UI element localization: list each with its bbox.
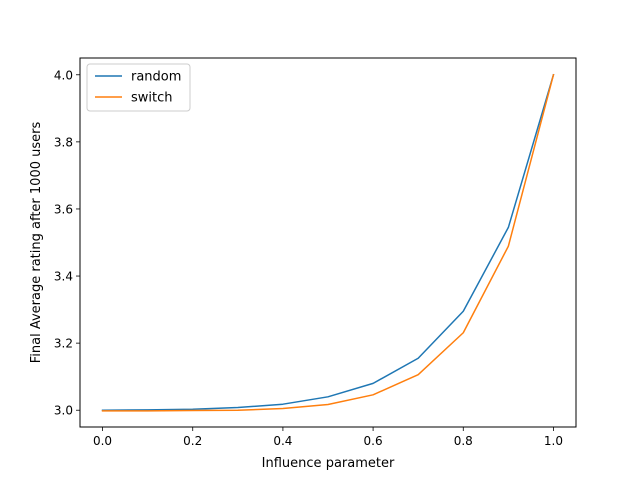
y-tick-label: 3.8 [54, 135, 73, 149]
x-axis-label: Influence parameter [262, 456, 395, 471]
y-tick-label: 3.4 [54, 270, 73, 284]
x-tick-label: 1.0 [544, 434, 563, 448]
plot-area [80, 58, 576, 427]
x-tick-label: 0.8 [454, 434, 473, 448]
legend: random switch [86, 63, 191, 112]
x-ticks: 0.0 0.2 0.4 0.6 0.8 1.0 [93, 427, 563, 448]
plot-frame [79, 57, 577, 428]
y-tick-label: 3.0 [54, 404, 73, 418]
x-tick-label: 0.2 [183, 434, 202, 448]
y-tick-label: 4.0 [54, 68, 73, 82]
y-axis-label: Final Average rating after 1000 users [29, 122, 44, 364]
x-tick-label: 0.0 [93, 434, 112, 448]
legend-label-random: random [131, 70, 181, 85]
y-tick-label: 3.2 [54, 337, 73, 351]
legend-label-switch: switch [131, 91, 173, 106]
x-tick-label: 0.6 [364, 434, 383, 448]
y-ticks: 3.0 3.2 3.4 3.6 3.8 4.0 [54, 68, 80, 418]
series-line-switch [101, 73, 555, 412]
y-tick-label: 3.6 [54, 202, 73, 216]
series-line-random [101, 73, 555, 411]
plot-background [80, 58, 576, 427]
series-group [101, 73, 555, 412]
x-tick-label: 0.4 [273, 434, 292, 448]
axes-group [79, 57, 577, 428]
